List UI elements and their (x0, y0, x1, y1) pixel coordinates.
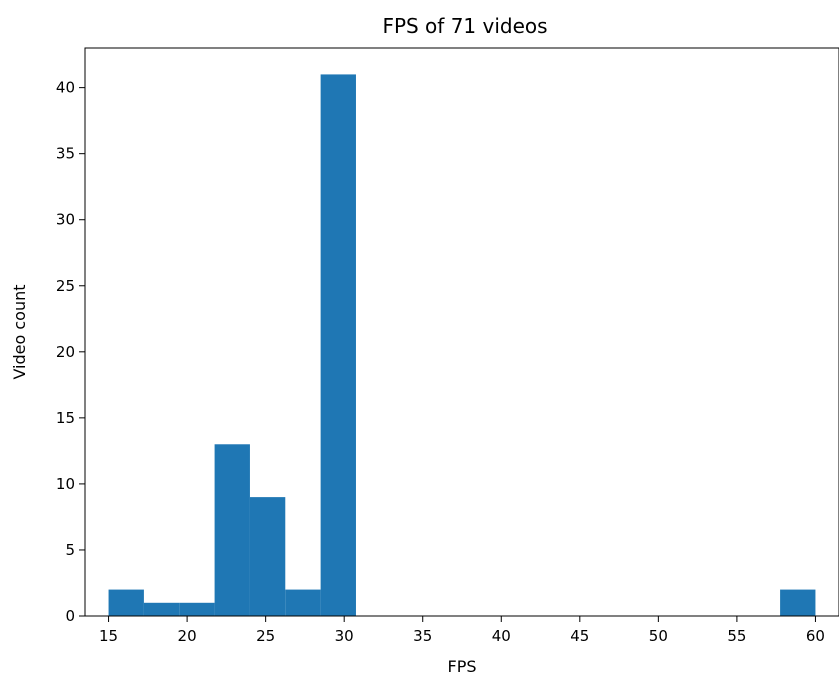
chart-title: FPS of 71 videos (382, 14, 547, 38)
histogram-bar-2 (179, 602, 215, 616)
x-tick-label: 15 (99, 627, 118, 645)
x-tick-label: 30 (335, 627, 354, 645)
x-axis-label: FPS (447, 657, 476, 676)
y-tick-label: 15 (56, 409, 75, 427)
x-tick-label: 50 (649, 627, 668, 645)
histogram-bar-7 (780, 589, 816, 616)
y-tick-label: 30 (56, 211, 75, 229)
histogram-bar-5 (285, 589, 321, 616)
histogram-bar-3 (214, 444, 250, 616)
y-tick-label: 35 (56, 145, 75, 163)
y-axis: 0 5 10 15 20 25 30 35 40 (56, 79, 85, 625)
x-tick-label: 55 (727, 627, 746, 645)
histogram-bar-0 (108, 589, 144, 616)
y-tick-label: 40 (56, 79, 75, 97)
x-tick-label: 20 (178, 627, 197, 645)
y-tick-label: 5 (65, 541, 75, 559)
x-tick-label: 45 (570, 627, 589, 645)
y-tick-label: 0 (65, 607, 75, 625)
x-axis: 15 20 25 30 35 40 45 50 55 60 (99, 616, 825, 645)
x-tick-label: 60 (806, 627, 825, 645)
x-tick-label: 35 (413, 627, 432, 645)
histogram-bar-6 (320, 74, 356, 617)
x-tick-label: 40 (492, 627, 511, 645)
plot-frame (84, 47, 839, 617)
bars-group (108, 74, 816, 617)
histogram-bar-1 (143, 602, 180, 616)
y-tick-label: 25 (56, 277, 75, 295)
x-tick-label: 25 (256, 627, 275, 645)
histogram-bar-4 (249, 497, 286, 616)
y-axis-label: Video count (10, 284, 29, 379)
y-tick-label: 20 (56, 343, 75, 361)
y-tick-label: 10 (56, 475, 75, 493)
